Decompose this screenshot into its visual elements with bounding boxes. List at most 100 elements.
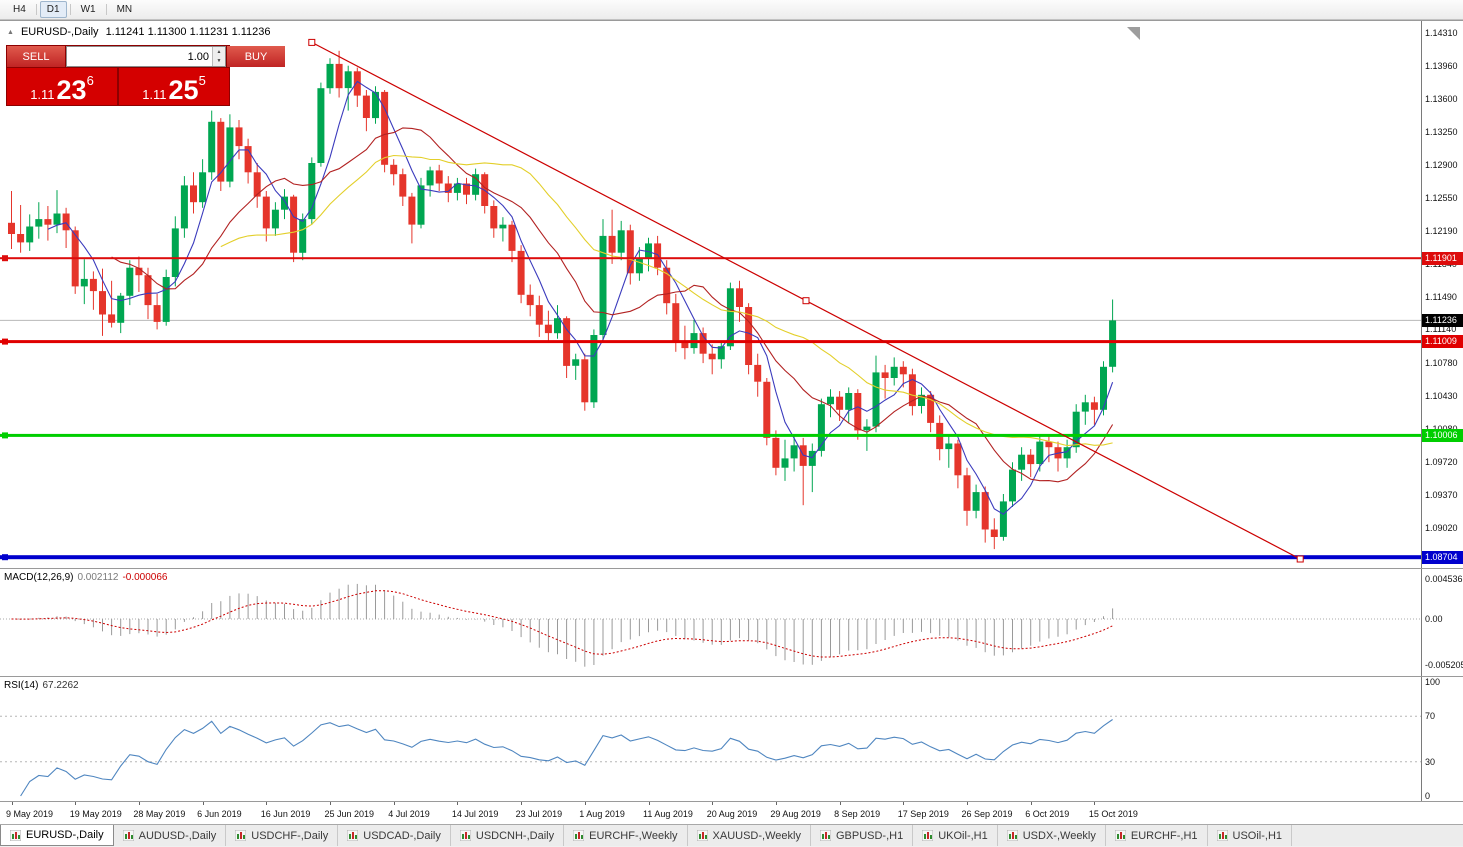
buy-button[interactable]: BUY bbox=[227, 46, 285, 67]
chart-tab[interactable]: GBPUSD-,H1 bbox=[811, 825, 914, 846]
price-axis-label: 1.09370 bbox=[1425, 489, 1458, 500]
tab-label: XAUUSD-,Weekly bbox=[712, 829, 801, 842]
macd-axis-label: 0.00 bbox=[1425, 614, 1443, 624]
time-axis-tick bbox=[202, 802, 204, 805]
time-axis-tick bbox=[393, 802, 395, 805]
chart-tab[interactable]: EURUSD-,Daily bbox=[0, 825, 114, 846]
buy-price-display[interactable]: 1.11 25 5 bbox=[119, 68, 229, 105]
chart-tab[interactable]: USDCHF-,Daily bbox=[226, 825, 339, 846]
chart-tab[interactable]: USDX-,Weekly bbox=[998, 825, 1106, 846]
date-label: 8 Sep 2019 bbox=[834, 809, 881, 819]
chart-tab[interactable]: AUDUSD-,Daily bbox=[114, 825, 227, 846]
price-axis-label: 1.11140 bbox=[1425, 324, 1457, 335]
tab-label: GBPUSD-,H1 bbox=[835, 829, 904, 842]
time-axis-tick bbox=[457, 802, 459, 805]
rsi-line bbox=[20, 719, 1113, 797]
macd-main-value: 0.002112 bbox=[77, 572, 119, 583]
date-label: 25 Jun 2019 bbox=[324, 809, 375, 819]
tab-label: EURCHF-,H1 bbox=[1130, 829, 1198, 842]
chart-tab[interactable]: EURCHF-,H1 bbox=[1106, 825, 1208, 846]
price-axis[interactable]: 1.14310 1.13960 1.13600 1.13250 1.12900 1.125… bbox=[1421, 21, 1463, 568]
chart-tab[interactable]: USDCNH-,Daily bbox=[451, 825, 565, 846]
macd-axis-label: -0.005205 bbox=[1425, 659, 1463, 670]
time-axis-tick bbox=[648, 802, 650, 805]
date-label: 16 Jun 2019 bbox=[260, 809, 311, 819]
timeframe-button-h4[interactable]: H4 bbox=[13, 4, 26, 15]
level-price-badge: 1.11009 bbox=[1422, 335, 1463, 349]
current-price-badge: 1.11236 bbox=[1422, 313, 1463, 327]
date-label: 15 Oct 2019 bbox=[1088, 809, 1138, 819]
price-axis-label: 1.13600 bbox=[1425, 94, 1458, 105]
chart-tab[interactable]: USDCAD-,Daily bbox=[338, 825, 451, 846]
rsi-axis[interactable]: 100 70 30 0 bbox=[1421, 677, 1463, 801]
chart-shift-marker[interactable] bbox=[1127, 27, 1140, 40]
price-axis-label: 1.12900 bbox=[1425, 159, 1458, 170]
chart-window: ▲ EURUSD-,Daily 1.11241 1.11300 1.11231 … bbox=[0, 20, 1463, 825]
price-axis-label: 1.10080 bbox=[1425, 424, 1458, 434]
rsi-axis-label: 70 bbox=[1425, 711, 1436, 722]
price-axis-label: 1.09020 bbox=[1425, 522, 1458, 533]
rsi-label: RSI(14) 67.2262 bbox=[4, 680, 79, 691]
mini-chart-icon bbox=[696, 830, 708, 841]
date-label: 23 Jul 2019 bbox=[515, 809, 563, 819]
macd-histogram bbox=[20, 583, 1114, 667]
buy-price-pips: 25 bbox=[168, 75, 199, 105]
sell-price-display[interactable]: 1.11 23 6 bbox=[7, 68, 117, 105]
volume-input[interactable] bbox=[67, 47, 212, 66]
price-axis-label: 1.14310 bbox=[1425, 28, 1458, 38]
price-chart-pane[interactable]: ▲ EURUSD-,Daily 1.11241 1.11300 1.11231 … bbox=[0, 21, 1463, 568]
date-label: 29 Aug 2019 bbox=[770, 809, 821, 819]
time-axis-tick bbox=[521, 802, 523, 805]
tab-label: UKOil-,H1 bbox=[938, 829, 988, 842]
mini-chart-icon bbox=[347, 830, 359, 841]
timeframe-button-mn[interactable]: MN bbox=[116, 4, 133, 15]
date-label: 6 Jun 2019 bbox=[197, 809, 242, 819]
chart-tabs-bar: EURUSD-,Daily AUDUSD-,Daily USDCHF-,Daily U… bbox=[0, 824, 1463, 846]
date-label: 17 Sep 2019 bbox=[897, 809, 949, 819]
time-axis-tick bbox=[266, 802, 268, 805]
rsi-chart[interactable] bbox=[0, 677, 1421, 802]
macd-name: MACD(12,26,9) bbox=[4, 572, 74, 583]
price-axis-label: 1.12550 bbox=[1425, 192, 1458, 203]
chart-icon: ▲ bbox=[7, 28, 14, 36]
toolbar-separator bbox=[35, 4, 37, 15]
mini-chart-icon bbox=[10, 829, 21, 841]
date-label: 1 Aug 2019 bbox=[579, 809, 625, 819]
macd-indicator-pane[interactable]: MACD(12,26,9) 0.002112 -0.000066 0.004536 0… bbox=[0, 568, 1463, 676]
tab-label: USDCHF-,Daily bbox=[251, 829, 329, 842]
moving-averages-layer bbox=[47, 80, 1114, 515]
macd-chart[interactable] bbox=[0, 569, 1421, 677]
tab-label: USDX-,Weekly bbox=[1022, 829, 1096, 842]
rsi-indicator-pane[interactable]: RSI(14) 67.2262 100 70 30 0 bbox=[0, 676, 1463, 801]
level-price-badge: 1.10006 bbox=[1422, 428, 1463, 442]
macd-axis[interactable]: 0.004536 0.00 -0.005205 bbox=[1421, 569, 1463, 676]
chart-tab[interactable]: UKOil-,H1 bbox=[913, 825, 998, 846]
time-axis-tick bbox=[75, 802, 77, 805]
tab-label: USOil-,H1 bbox=[1232, 829, 1283, 842]
timeframe-toolbar: H4 D1 W1 MN bbox=[0, 0, 1463, 20]
spinner-down-icon[interactable]: ▼ bbox=[216, 58, 222, 65]
toolbar-separator bbox=[105, 4, 107, 15]
chart-tab[interactable]: EURCHF-,Weekly bbox=[564, 825, 688, 846]
volume-spinner[interactable]: ▲ ▼ bbox=[212, 47, 225, 66]
chart-symbol-label: EURUSD-,Daily bbox=[20, 26, 99, 38]
mini-chart-icon bbox=[459, 830, 471, 841]
candlestick-chart[interactable] bbox=[0, 21, 1421, 568]
rsi-name: RSI(14) bbox=[4, 680, 39, 691]
chart-tab[interactable]: USOil-,H1 bbox=[1208, 825, 1293, 846]
timeframe-button-w1[interactable]: W1 bbox=[80, 4, 96, 15]
spinner-up-icon[interactable]: ▲ bbox=[216, 48, 222, 55]
levels-layer bbox=[0, 255, 1421, 561]
price-axis-label: 1.10780 bbox=[1425, 358, 1458, 369]
timeframe-button-d1[interactable]: D1 bbox=[39, 1, 67, 18]
date-label: 28 May 2019 bbox=[133, 809, 186, 819]
tab-label: EURUSD-,Daily bbox=[26, 829, 104, 841]
buy-price-point: 5 bbox=[198, 73, 206, 88]
time-axis-tick bbox=[584, 802, 586, 805]
chart-tab[interactable]: XAUUSD-,Weekly bbox=[688, 825, 811, 846]
sell-button[interactable]: SELL bbox=[7, 46, 65, 67]
time-axis[interactable]: 9 May 2019 19 May 2019 28 May 2019 6 Jun 20… bbox=[0, 801, 1463, 825]
mini-chart-icon bbox=[1216, 830, 1228, 841]
date-label: 19 May 2019 bbox=[69, 809, 122, 819]
buy-price-whole: 1.11 bbox=[142, 87, 167, 102]
